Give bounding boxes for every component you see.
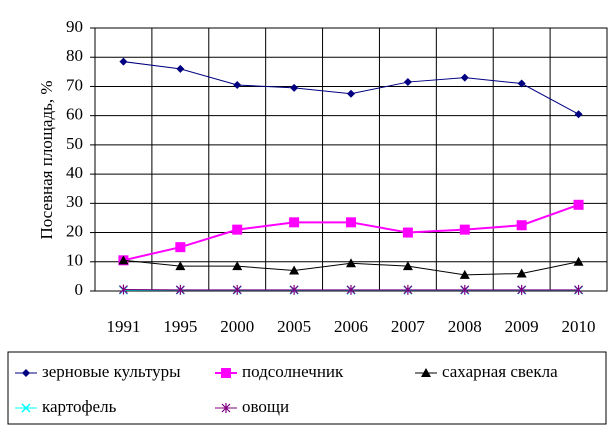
legend-label: сахарная свекла bbox=[442, 362, 558, 381]
x-tick-label: 2008 bbox=[448, 317, 482, 336]
marker bbox=[461, 74, 469, 82]
marker bbox=[575, 110, 583, 118]
y-tick-label: 90 bbox=[66, 17, 83, 36]
y-tick-label: 40 bbox=[66, 163, 83, 182]
marker bbox=[233, 81, 241, 89]
marker bbox=[346, 258, 356, 267]
y-tick-label: 50 bbox=[66, 134, 83, 153]
x-tick-label: 2009 bbox=[505, 317, 539, 336]
marker bbox=[176, 65, 184, 73]
marker bbox=[289, 217, 299, 227]
marker bbox=[460, 225, 470, 235]
y-tick-label: 0 bbox=[75, 280, 84, 299]
marker bbox=[232, 225, 242, 235]
x-tick-label: 1995 bbox=[163, 317, 197, 336]
legend-label: овощи bbox=[242, 397, 289, 416]
x-tick-label: 1991 bbox=[106, 317, 140, 336]
legend-label: зерновые культуры bbox=[42, 362, 181, 381]
x-tick-label: 2010 bbox=[562, 317, 596, 336]
x-tick-label: 2006 bbox=[334, 317, 368, 336]
marker bbox=[290, 84, 298, 92]
marker bbox=[517, 220, 527, 230]
x-tick-label: 2007 bbox=[391, 317, 426, 336]
marker bbox=[22, 369, 30, 377]
marker bbox=[574, 200, 584, 210]
legend-label: подсолнечник bbox=[242, 362, 344, 381]
y-tick-label: 70 bbox=[66, 75, 83, 94]
x-tick-label: 2005 bbox=[277, 317, 311, 336]
y-tick-label: 80 bbox=[66, 46, 83, 65]
marker bbox=[346, 217, 356, 227]
y-tick-label: 30 bbox=[66, 192, 83, 211]
series-line bbox=[123, 62, 578, 115]
x-tick-label: 2000 bbox=[220, 317, 254, 336]
marker bbox=[119, 58, 127, 66]
marker bbox=[404, 78, 412, 86]
marker bbox=[347, 90, 355, 98]
marker bbox=[175, 242, 185, 252]
legend-label: картофель bbox=[42, 397, 117, 416]
marker bbox=[403, 228, 413, 238]
y-tick-label: 60 bbox=[66, 105, 83, 124]
y-axis-label: Посевная площадь, % bbox=[37, 80, 56, 239]
y-tick-label: 10 bbox=[66, 251, 83, 270]
y-tick-label: 20 bbox=[66, 221, 83, 240]
marker bbox=[221, 368, 231, 378]
